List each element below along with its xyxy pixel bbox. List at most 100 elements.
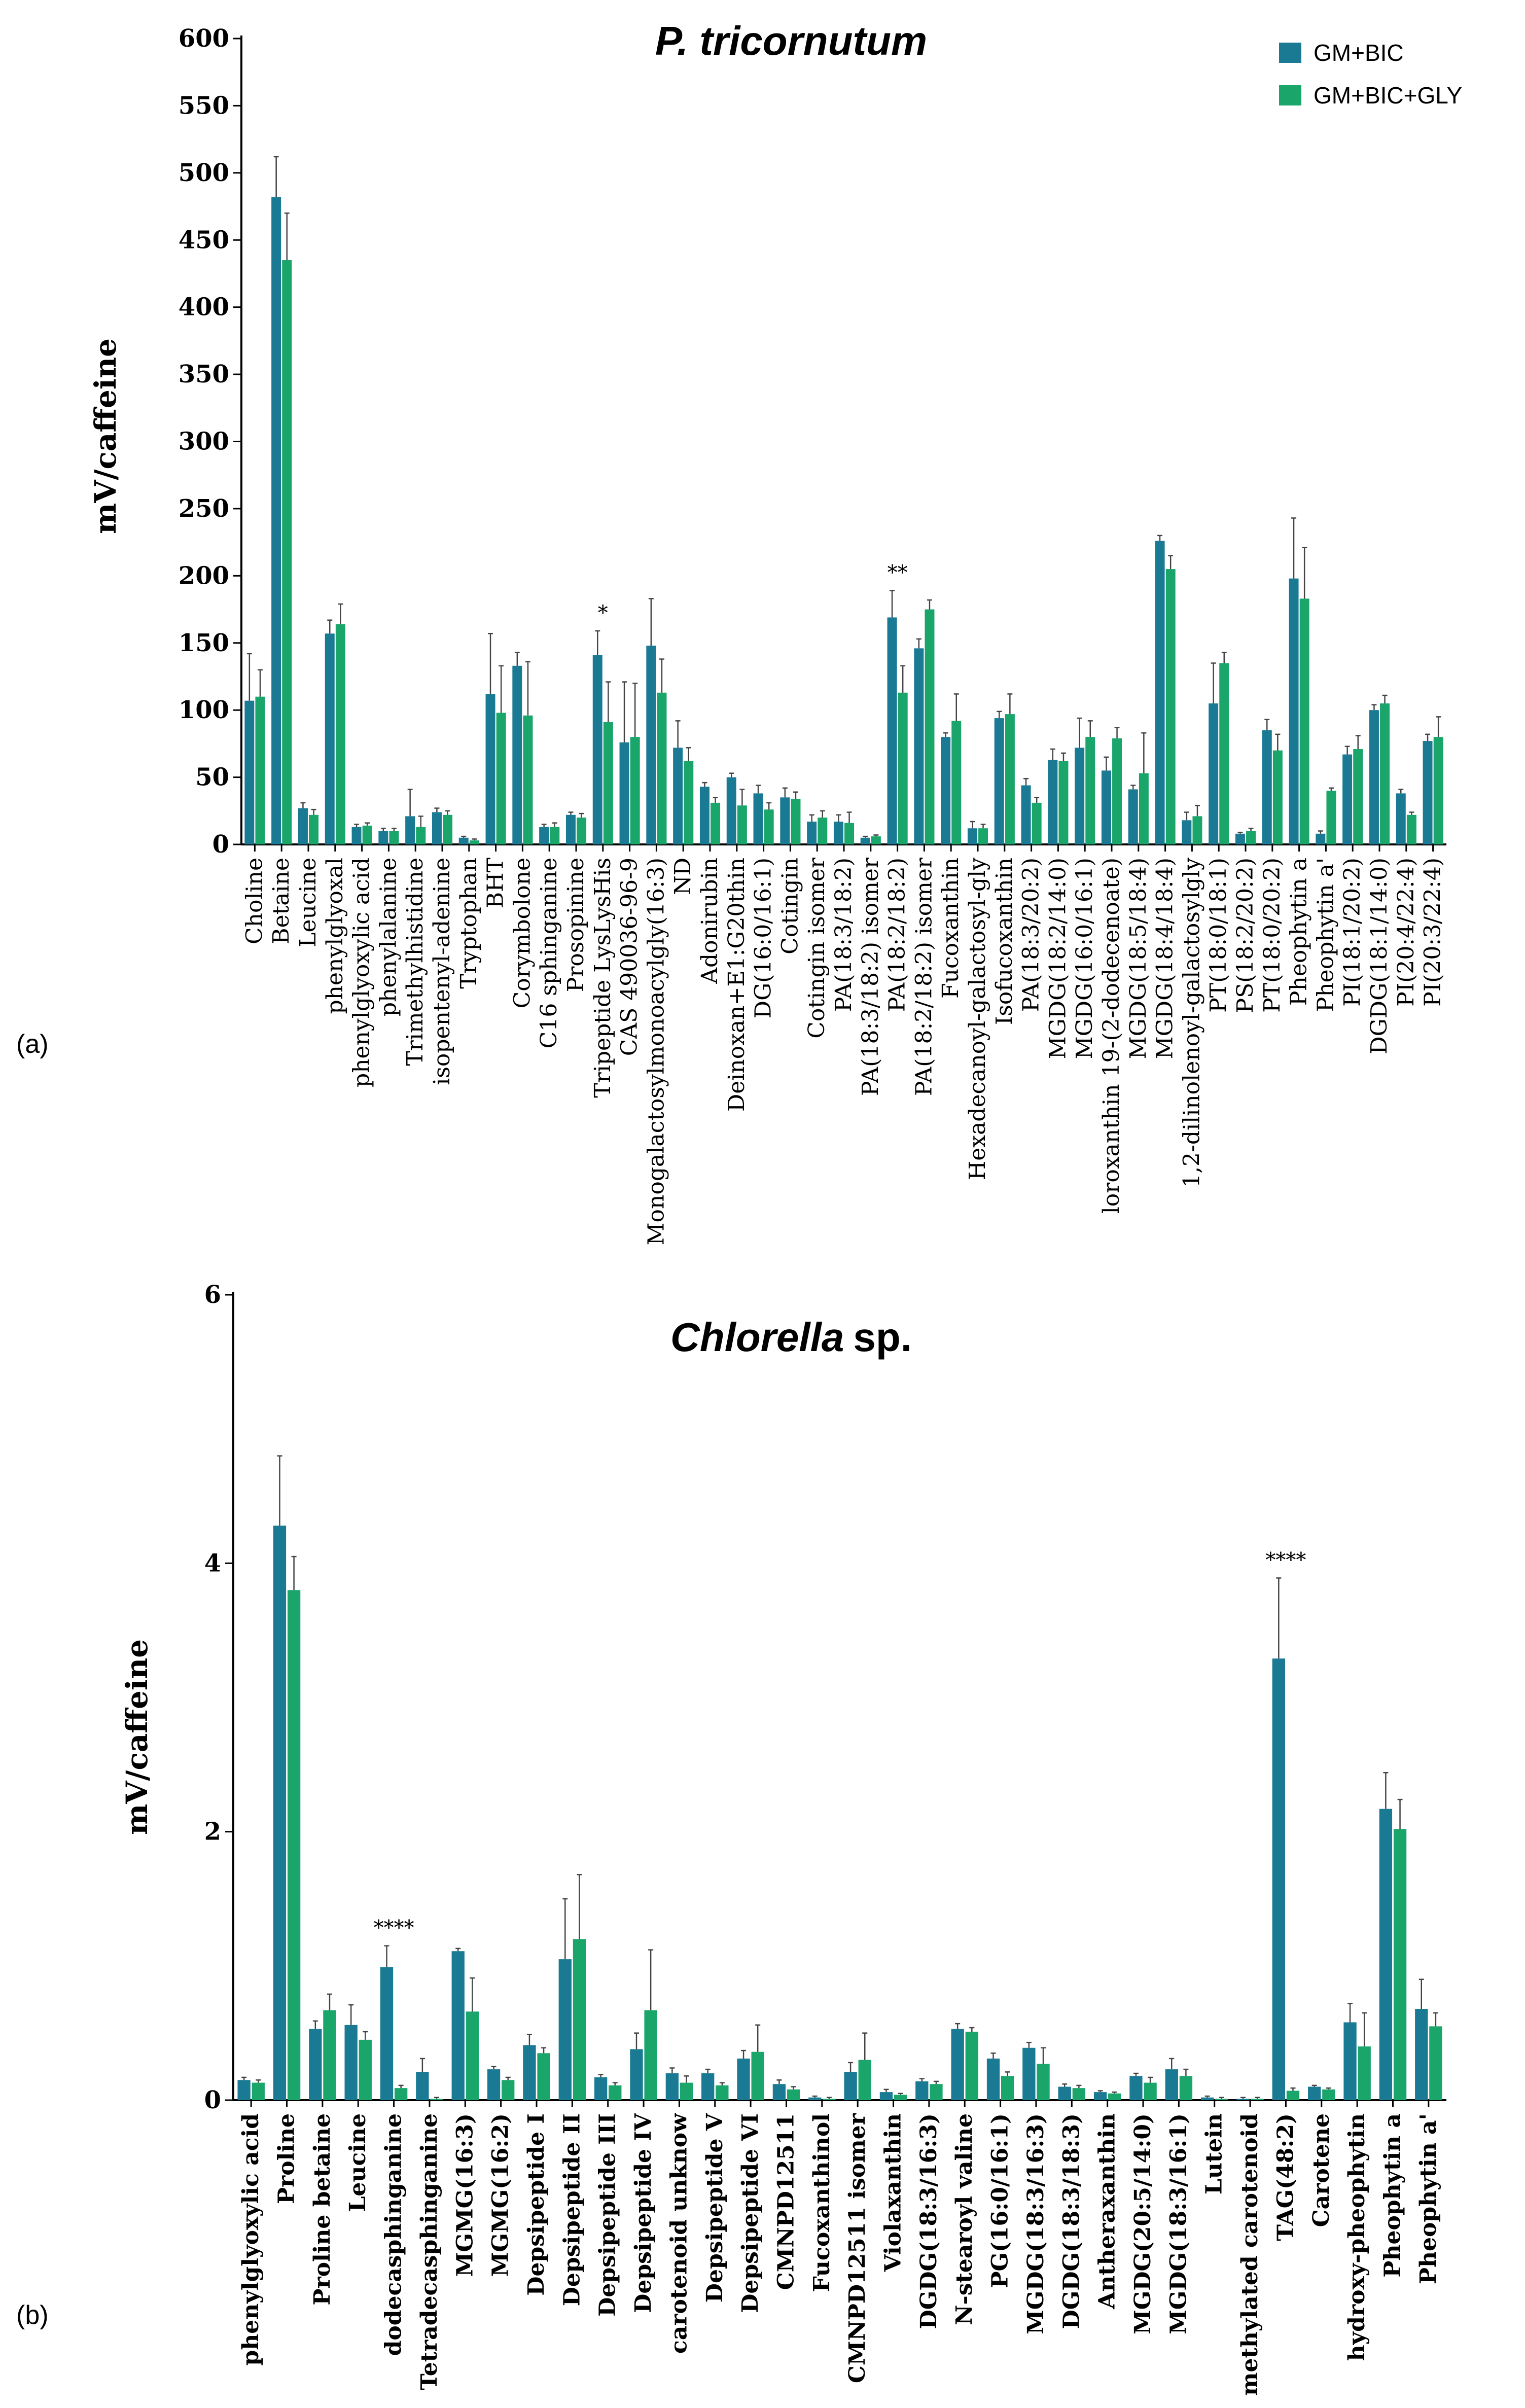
bar-b-gm-bic-mgmg-16-3 — [451, 1951, 465, 2100]
legend-label-gm-bic-gly: GM+BIC+GLY — [1314, 82, 1462, 109]
x-tick-label-a-pt-18-0-20-2: PT(18:0/20:2) — [1259, 858, 1285, 1013]
bar-b-gm-bic-cmnpd12511-isomer — [844, 2072, 857, 2100]
x-tick-label-b-cmnpd12511-isomer: CMNPD12511 isomer — [844, 2113, 870, 2383]
bar-b-gm-bic-violaxanthin — [879, 2092, 893, 2100]
legend-swatch-gm-bic — [1279, 43, 1301, 63]
bar-a-gm-bic-tripeptide-lyslyshis — [592, 655, 602, 844]
bar-b-gm-bic-gly-cmnpd12511-isomer — [858, 2060, 871, 2100]
legend-swatch-gm-bic-gly — [1279, 85, 1301, 105]
bar-b-gm-bic-gly-pheophytin-a — [1429, 2026, 1442, 2100]
bar-b-gm-bic-dgdg-18-3-16-3 — [915, 2081, 929, 2100]
x-tick-label-a-pa-18-3-18-2: PA(18:3/18:2) — [831, 858, 857, 1012]
bar-b-gm-bic-lutein — [1200, 2097, 1214, 2100]
bar-a-gm-bic-phenylglyoxylic-acid — [351, 827, 362, 844]
bar-a-gm-bic-gly-pa-18-3-18-2-isomer — [871, 836, 881, 844]
bar-b-gm-bic-gly-mgdg-18-3-16-1 — [1179, 2076, 1193, 2100]
bar-a-gm-bic-gly-mgdg-18-2-14-0 — [1058, 761, 1069, 844]
bar-b-gm-bic-gly-antheraxanthin — [1108, 2093, 1121, 2100]
bar-a-gm-bic-pt-18-0-18-1 — [1209, 703, 1219, 844]
bar-a-gm-bic-gly-pa-18-2-18-2 — [898, 692, 908, 844]
bar-b-gm-bic-gly-mgmg-16-3 — [466, 2011, 479, 2100]
x-tick-label-a-nd: ND — [670, 858, 696, 895]
bar-a-gm-bic-gly-bht — [496, 713, 506, 844]
bar-a-gm-bic-gly-monogalactosylmonoacylgly-16-3 — [657, 692, 667, 844]
bar-a-gm-bic-gly-prosopinine — [577, 818, 587, 844]
bar-b-gm-bic-gly-proline-betaine — [323, 2010, 336, 2100]
x-tick-label-b-tag-48-2: TAG(48:2) — [1272, 2113, 1298, 2241]
x-tick-label-a-mgdg-18-4-18-4: MGDG(18:4/18:4) — [1152, 858, 1178, 1059]
bar-b-gm-bic-hydroxy-pheophytin — [1343, 2022, 1357, 2100]
x-tick-label-a-trimethylhistidine: Trimethylhistidine — [402, 858, 428, 1066]
bar-b-gm-bic-gly-tag-48-2 — [1286, 2091, 1300, 2100]
x-tick-label-b-dodecasphinganine: dodecasphinganine — [381, 2113, 407, 2356]
bar-a-gm-bic-corymbolone — [512, 665, 522, 844]
bar-a-gm-bic-gly-fucoxanthin — [951, 721, 962, 844]
significance-marker-b-dodecasphinganine: **** — [374, 1917, 414, 1940]
bar-a-gm-bic-gly-cas-490036-96-9 — [630, 737, 640, 844]
bar-a-gm-bic-trimethylhistidine — [405, 816, 415, 844]
bar-b-gm-bic-proline-betaine — [309, 2029, 322, 2100]
bar-a-gm-bic-phenylglyoxal — [325, 633, 335, 844]
bar-b-gm-bic-depsipeptide-i — [523, 2045, 536, 2100]
x-tick-label-a-leucine: Leucine — [295, 858, 321, 947]
legend: GM+BIC GM+BIC+GLY — [1279, 40, 1462, 109]
bar-b-gm-bic-dgdg-18-3-18-3 — [1058, 2086, 1071, 2100]
bar-a-gm-bic-gly-phenylglyoxal — [335, 624, 345, 844]
bar-a-gm-bic-nd — [673, 748, 683, 844]
y-tick-label-a: 50 — [195, 763, 229, 792]
bar-b-gm-bic-pheophytin-a — [1415, 2009, 1428, 2100]
x-tick-label-a-isopentenyl-adenine: isopentenyl-adenine — [429, 858, 455, 1085]
bar-b-gm-bic-gly-pg-16-0-16-1 — [1001, 2076, 1014, 2100]
bar-a-gm-bic-gly-cotingin-isomer — [818, 818, 828, 844]
bar-a-gm-bic-gly-pt-18-0-20-2 — [1272, 750, 1283, 844]
bar-a-gm-bic-deinoxan-e1-g20thin — [726, 777, 736, 844]
bar-a-gm-bic-gly-leucine — [309, 815, 319, 844]
y-tick-label-a: 450 — [179, 226, 229, 254]
bar-a-gm-bic-mgdg-18-2-14-0 — [1048, 760, 1058, 844]
x-tick-label-b-depsipeptide-v: Depsipeptide V — [702, 2113, 728, 2303]
bar-a-gm-bic-pheophytin-a — [1289, 578, 1299, 844]
y-tick-label-b: 6 — [204, 1281, 221, 1309]
x-tick-label-b-pheophytin-a: Pheophytin a' — [1415, 2113, 1441, 2284]
x-tick-label-a-tripeptide-lyslyshis: Tripeptide LysLysHis — [590, 858, 616, 1098]
bar-b-gm-bic-carotene — [1308, 2086, 1321, 2100]
bar-a-gm-bic-gly-deinoxan-e1-g20thin — [737, 805, 747, 844]
bar-a-gm-bic-gly-ps-18-2-20-2 — [1246, 831, 1256, 844]
bar-b-gm-bic-gly-dodecasphinganine — [394, 2088, 408, 2100]
bar-b-gm-bic-gly-cmnpd12511 — [787, 2089, 800, 2100]
y-tick-label-b: 4 — [204, 1549, 221, 1577]
bar-a-gm-bic-gly-pheophytin-a — [1299, 598, 1309, 844]
bar-b-gm-bic-carotenoid-unknow — [665, 2073, 679, 2100]
bar-a-gm-bic-dg-16-0-16-1 — [753, 793, 763, 844]
x-tick-label-a-tryptophan: Tryptophan — [456, 858, 482, 989]
x-tick-label-b-lutein: Lutein — [1201, 2113, 1227, 2194]
bar-b-gm-bic-gly-depsipeptide-iv — [644, 2010, 657, 2100]
x-tick-label-a-phenylglyoxylic-acid: phenylglyoxylic acid — [349, 858, 375, 1087]
y-tick-label-a: 600 — [179, 24, 229, 53]
x-tick-label-b-violaxanthin: Violaxanthin — [880, 2113, 906, 2272]
bar-b-gm-bic-mgdg-18-3-16-3 — [1022, 2047, 1036, 2100]
x-tick-label-b-carotenoid-unknow: carotenoid unknow — [666, 2113, 692, 2354]
x-tick-label-b-proline: Proline — [274, 2113, 300, 2204]
bar-b-gm-bic-gly-lutein — [1215, 2099, 1228, 2100]
x-tick-label-b-depsipeptide-iv: Depsipeptide IV — [630, 2113, 656, 2313]
x-tick-label-a-1-2-dilinolenoyl-galactosylgly: 1,2-dilinolenoyl-galactosylgly — [1179, 858, 1204, 1188]
x-tick-label-a-dgdg-18-1-14-0: DGDG(18:1/14:0) — [1366, 858, 1392, 1054]
x-tick-label-b-mgdg-18-3-16-3: MGDG(18:3/16:3) — [1023, 2113, 1049, 2334]
y-tick-label-a: 100 — [179, 696, 229, 724]
bar-a-gm-bic-gly-isopentenyl-adenine — [443, 815, 453, 844]
x-tick-label-b-hydroxy-pheophytin: hydroxy-pheophytin — [1344, 2113, 1370, 2361]
bar-a-gm-bic-1-2-dilinolenoyl-galactosylgly — [1182, 820, 1192, 844]
bar-a-gm-bic-gly-mgdg-16-0-16-1 — [1085, 737, 1095, 844]
chart-panel-a: P. tricornutum mV/caffeine (a) GM+BIC GM… — [16, 18, 1462, 1245]
x-tick-label-a-adonirubin: Adonirubin — [697, 858, 723, 984]
x-tick-label-b-dgdg-18-3-18-3: DGDG(18:3/18:3) — [1058, 2113, 1084, 2329]
bar-a-gm-bic-leucine — [298, 808, 308, 844]
y-tick-label-a: 150 — [179, 629, 229, 657]
bar-b-gm-bic-gly-methylated-carotenoid — [1251, 2099, 1264, 2100]
y-tick-label-b: 2 — [204, 1818, 221, 1846]
y-tick-label-a: 500 — [179, 159, 229, 187]
bar-a-gm-bic-gly-pa-18-3-20-2 — [1032, 802, 1042, 844]
bar-b-gm-bic-pg-16-0-16-1 — [986, 2058, 1000, 2100]
x-tick-label-b-mgdg-20-5-14-0: MGDG(20:5/14:0) — [1130, 2113, 1156, 2334]
